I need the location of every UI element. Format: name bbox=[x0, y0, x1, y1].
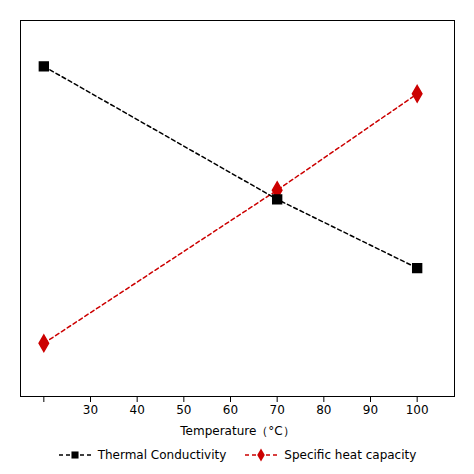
svg-text:50: 50 bbox=[176, 403, 191, 417]
svg-text:40: 40 bbox=[130, 403, 145, 417]
svg-text:100: 100 bbox=[406, 403, 429, 417]
svg-text:30: 30 bbox=[83, 403, 98, 417]
svg-text:Temperature（°C）: Temperature（°C） bbox=[179, 424, 294, 438]
svg-text:70: 70 bbox=[270, 403, 285, 417]
svg-text:60: 60 bbox=[223, 403, 238, 417]
html-text:Specific heat capacity: Specific heat capacity bbox=[284, 448, 417, 462]
svg-text:90: 90 bbox=[363, 403, 378, 417]
html-text:Thermal Conductivity: Thermal Conductivity bbox=[97, 448, 227, 462]
svg-text:80: 80 bbox=[316, 403, 331, 417]
